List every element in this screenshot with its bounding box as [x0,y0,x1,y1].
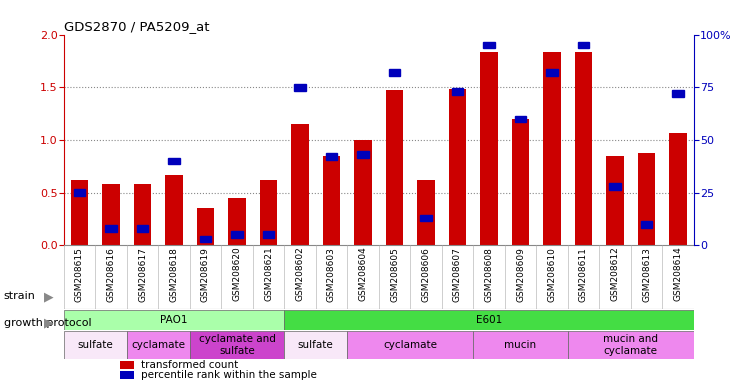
Text: GSM208603: GSM208603 [327,247,336,301]
Bar [134,184,152,245]
Text: PAO1: PAO1 [160,315,188,325]
Bar [260,180,278,245]
Bar [480,53,498,245]
Text: ▶: ▶ [44,290,54,303]
Text: strain: strain [4,291,36,301]
Bar [386,90,404,245]
Bar [606,156,624,245]
Bar [483,42,495,48]
Bar [543,53,561,245]
Bar [200,236,211,242]
FancyBboxPatch shape [347,331,473,359]
Bar [640,221,652,228]
Text: GSM208620: GSM208620 [232,247,242,301]
Bar [357,151,369,158]
FancyBboxPatch shape [127,331,190,359]
FancyBboxPatch shape [190,331,284,359]
Bar [121,371,134,379]
Text: E601: E601 [476,315,502,325]
Text: GSM208618: GSM208618 [170,247,178,301]
Bar [291,124,309,245]
Bar [196,209,214,245]
Bar [102,184,120,245]
Text: GSM208614: GSM208614 [674,247,682,301]
Text: GSM208608: GSM208608 [484,247,494,301]
Text: mucin: mucin [505,340,536,350]
Text: GSM208610: GSM208610 [548,247,556,301]
FancyBboxPatch shape [284,310,694,330]
Text: GSM208615: GSM208615 [75,247,84,301]
Bar [417,180,435,245]
Text: GSM208605: GSM208605 [390,247,399,301]
Bar [672,90,684,97]
Text: GSM208613: GSM208613 [642,247,651,301]
Bar [452,88,464,95]
Text: GDS2870 / PA5209_at: GDS2870 / PA5209_at [64,20,209,33]
Text: mucin and
cyclamate: mucin and cyclamate [603,334,658,356]
Text: GSM208612: GSM208612 [610,247,620,301]
Text: GSM208611: GSM208611 [579,247,588,301]
Text: percentile rank within the sample: percentile rank within the sample [140,370,316,380]
FancyBboxPatch shape [284,331,347,359]
Bar [326,154,338,160]
Bar [294,84,306,91]
Bar [669,132,687,245]
Bar [121,361,134,369]
Bar [609,183,621,190]
FancyBboxPatch shape [568,331,694,359]
Text: GSM208617: GSM208617 [138,247,147,301]
Text: GSM208607: GSM208607 [453,247,462,301]
Bar [546,69,558,76]
Text: sulfate: sulfate [298,340,334,350]
Bar [514,116,526,122]
Text: growth protocol: growth protocol [4,318,92,328]
Bar [574,53,592,245]
FancyBboxPatch shape [473,331,568,359]
Text: GSM208602: GSM208602 [296,247,304,301]
Text: transformed count: transformed count [140,360,238,370]
Bar [578,42,590,48]
Text: sulfate: sulfate [77,340,113,350]
Text: GSM208609: GSM208609 [516,247,525,301]
Bar [638,152,656,245]
Bar [165,175,183,245]
Text: GSM208616: GSM208616 [106,247,116,301]
Bar [354,140,372,245]
Text: ▶: ▶ [44,317,54,330]
FancyBboxPatch shape [64,331,127,359]
Bar [231,232,243,238]
Bar [388,69,400,76]
Text: GSM208621: GSM208621 [264,247,273,301]
Bar [322,156,340,245]
Bar [136,225,148,232]
Text: GSM208606: GSM208606 [422,247,430,301]
Text: GSM208604: GSM208604 [358,247,368,301]
Bar [420,215,432,221]
Text: cyclamate: cyclamate [383,340,437,350]
Bar [105,225,117,232]
FancyBboxPatch shape [64,310,284,330]
Text: cyclamate: cyclamate [131,340,185,350]
Bar [512,119,530,245]
Bar [70,180,88,245]
Bar [168,158,180,164]
Bar [74,189,86,196]
Bar [448,89,466,245]
Bar [262,232,274,238]
Text: GSM208619: GSM208619 [201,247,210,301]
Bar [228,198,246,245]
Text: cyclamate and
sulfate: cyclamate and sulfate [199,334,275,356]
